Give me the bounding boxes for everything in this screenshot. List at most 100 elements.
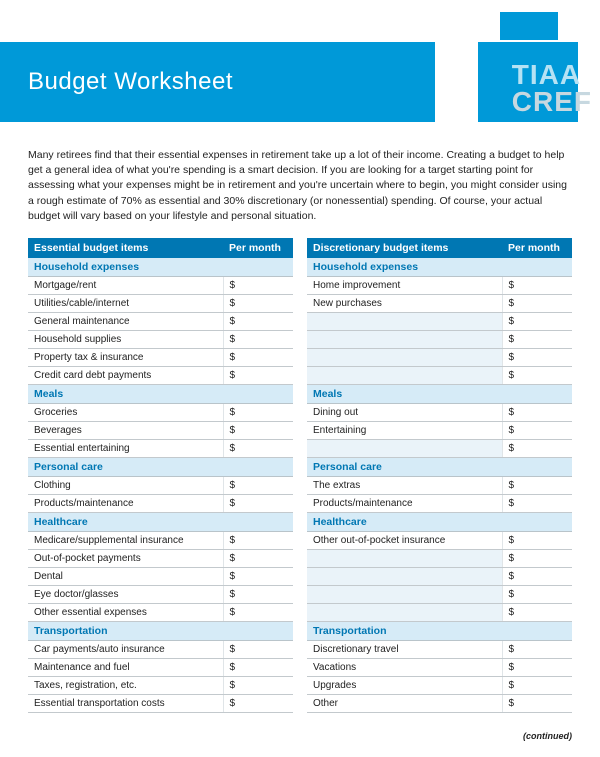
logo-line-tiaa: TIAA <box>512 62 592 89</box>
amount-cell[interactable]: $ <box>223 331 293 349</box>
item-label-blank[interactable] <box>307 440 502 458</box>
amount-cell[interactable]: $ <box>502 295 572 313</box>
item-label-blank[interactable] <box>307 349 502 367</box>
amount-cell[interactable]: $ <box>223 586 293 604</box>
amount-cell[interactable]: $ <box>502 477 572 495</box>
section-heading: Household expenses <box>307 258 572 277</box>
item-label: Taxes, registration, etc. <box>28 677 223 695</box>
item-label: Clothing <box>28 477 223 495</box>
amount-cell[interactable]: $ <box>502 677 572 695</box>
table-row: Discretionary travel$ <box>307 641 572 659</box>
amount-cell[interactable]: $ <box>223 313 293 331</box>
item-label: Other <box>307 695 502 713</box>
amount-cell[interactable]: $ <box>223 349 293 367</box>
essential-table: Essential budget items Per month Househo… <box>28 238 293 713</box>
amount-cell[interactable]: $ <box>223 568 293 586</box>
brand-logo-text: TIAA CREF <box>512 62 592 115</box>
table-row-blank: $ <box>307 586 572 604</box>
section-heading: Meals <box>307 385 572 404</box>
table-row: Products/maintenance$ <box>28 495 293 513</box>
amount-cell[interactable]: $ <box>223 695 293 713</box>
table-row: Eye doctor/glasses$ <box>28 586 293 604</box>
amount-cell[interactable]: $ <box>223 404 293 422</box>
item-label: Upgrades <box>307 677 502 695</box>
item-label: Other essential expenses <box>28 604 223 622</box>
amount-cell[interactable]: $ <box>502 550 572 568</box>
amount-cell[interactable]: $ <box>223 495 293 513</box>
item-label: Dining out <box>307 404 502 422</box>
amount-cell[interactable]: $ <box>502 422 572 440</box>
amount-cell[interactable]: $ <box>502 532 572 550</box>
amount-cell[interactable]: $ <box>223 477 293 495</box>
table-row: Maintenance and fuel$ <box>28 659 293 677</box>
essential-header-label: Essential budget items <box>28 238 223 258</box>
amount-cell[interactable]: $ <box>502 313 572 331</box>
page-title: Budget Worksheet <box>28 68 233 96</box>
item-label-blank[interactable] <box>307 313 502 331</box>
item-label: Other out-of-pocket insurance <box>307 532 502 550</box>
table-row-blank: $ <box>307 313 572 331</box>
amount-cell[interactable]: $ <box>502 568 572 586</box>
table-row-blank: $ <box>307 349 572 367</box>
essential-column: Essential budget items Per month Househo… <box>28 238 293 713</box>
amount-cell[interactable]: $ <box>223 550 293 568</box>
item-label: Credit card debt payments <box>28 367 223 385</box>
amount-cell[interactable]: $ <box>223 641 293 659</box>
discretionary-column: Discretionary budget items Per month Hou… <box>307 238 572 713</box>
item-label-blank[interactable] <box>307 331 502 349</box>
amount-cell[interactable]: $ <box>502 367 572 385</box>
amount-cell[interactable]: $ <box>223 659 293 677</box>
table-row: Dental$ <box>28 568 293 586</box>
table-row: The extras$ <box>307 477 572 495</box>
amount-cell[interactable]: $ <box>502 495 572 513</box>
item-label: Essential transportation costs <box>28 695 223 713</box>
item-label-blank[interactable] <box>307 568 502 586</box>
header-band: Budget Worksheet TIAA CREF <box>0 0 600 130</box>
table-row: Clothing$ <box>28 477 293 495</box>
amount-cell[interactable]: $ <box>502 331 572 349</box>
amount-cell[interactable]: $ <box>502 659 572 677</box>
section-heading: Healthcare <box>307 513 572 532</box>
amount-cell[interactable]: $ <box>502 695 572 713</box>
intro-paragraph: Many retirees find that their essential … <box>0 130 600 238</box>
amount-cell[interactable]: $ <box>502 349 572 367</box>
item-label: Essential entertaining <box>28 440 223 458</box>
amount-cell[interactable]: $ <box>502 404 572 422</box>
item-label: Car payments/auto insurance <box>28 641 223 659</box>
table-row: Other essential expenses$ <box>28 604 293 622</box>
table-row: Products/maintenance$ <box>307 495 572 513</box>
item-label-blank[interactable] <box>307 550 502 568</box>
item-label: Groceries <box>28 404 223 422</box>
item-label: Eye doctor/glasses <box>28 586 223 604</box>
item-label-blank[interactable] <box>307 367 502 385</box>
section-heading: Household expenses <box>28 258 293 277</box>
amount-cell[interactable]: $ <box>223 277 293 295</box>
table-row: Household supplies$ <box>28 331 293 349</box>
item-label-blank[interactable] <box>307 604 502 622</box>
amount-cell[interactable]: $ <box>223 295 293 313</box>
table-row: Vacations$ <box>307 659 572 677</box>
item-label: Mortgage/rent <box>28 277 223 295</box>
item-label: Household supplies <box>28 331 223 349</box>
amount-cell[interactable]: $ <box>502 440 572 458</box>
table-row: Medicare/supplemental insurance$ <box>28 532 293 550</box>
amount-cell[interactable]: $ <box>502 641 572 659</box>
amount-cell[interactable]: $ <box>223 440 293 458</box>
amount-cell[interactable]: $ <box>223 532 293 550</box>
table-row: Mortgage/rent$ <box>28 277 293 295</box>
table-row: Taxes, registration, etc.$ <box>28 677 293 695</box>
amount-cell[interactable]: $ <box>223 677 293 695</box>
logo-line-cref: CREF <box>512 89 592 116</box>
amount-cell[interactable]: $ <box>223 422 293 440</box>
amount-cell[interactable]: $ <box>502 277 572 295</box>
table-row: General maintenance$ <box>28 313 293 331</box>
amount-cell[interactable]: $ <box>502 586 572 604</box>
table-row: Out-of-pocket payments$ <box>28 550 293 568</box>
item-label: Dental <box>28 568 223 586</box>
amount-cell[interactable]: $ <box>223 604 293 622</box>
amount-cell[interactable]: $ <box>223 367 293 385</box>
item-label-blank[interactable] <box>307 586 502 604</box>
amount-cell[interactable]: $ <box>502 604 572 622</box>
item-label: Discretionary travel <box>307 641 502 659</box>
table-row: Property tax & insurance$ <box>28 349 293 367</box>
